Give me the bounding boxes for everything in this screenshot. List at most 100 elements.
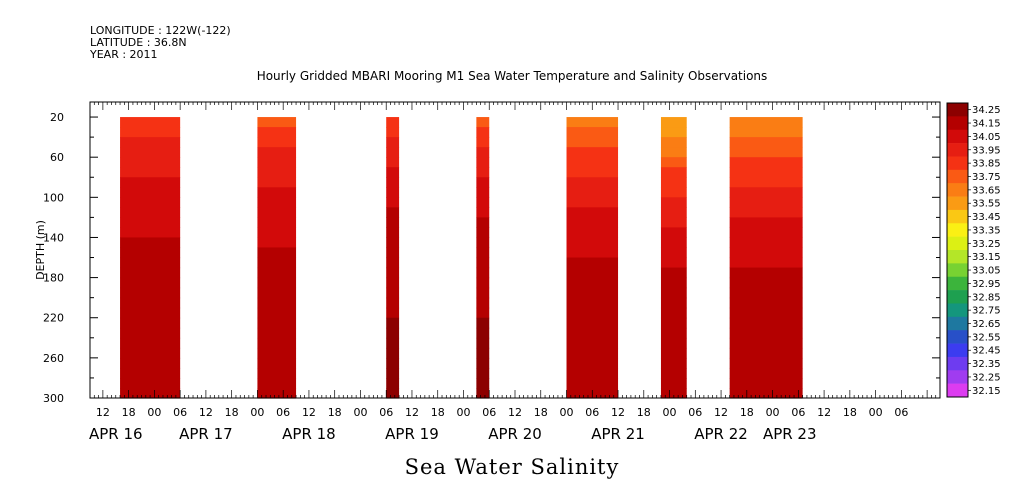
data-block (476, 117, 490, 399)
salinity-cell (566, 337, 619, 349)
salinity-cell (566, 367, 619, 379)
salinity-cell (476, 157, 490, 168)
salinity-cell (660, 207, 687, 218)
salinity-cell (566, 277, 619, 289)
salinity-cell (660, 377, 687, 389)
salinity-cell (660, 117, 687, 128)
salinity-cell (660, 287, 687, 299)
salinity-cell (660, 277, 687, 289)
salinity-cell (476, 237, 490, 249)
salinity-cell (729, 237, 803, 249)
salinity-cell (729, 377, 803, 389)
salinity-cell (729, 247, 803, 259)
salinity-cell (729, 157, 803, 168)
x-hour-tick-label: 18 (740, 406, 754, 419)
salinity-cell (386, 347, 400, 359)
salinity-cell (729, 337, 803, 349)
salinity-cell (257, 267, 297, 279)
salinity-cell (476, 377, 490, 389)
salinity-cell (476, 247, 490, 259)
year-label: YEAR : 2011 (89, 48, 158, 61)
salinity-cell (120, 237, 181, 249)
colorbar-label: 33.55 (972, 199, 1001, 210)
salinity-cell (257, 277, 297, 289)
colorbar: 34.25 34.15 34.05 33.95 33.85 33.75 33.65 33.55… (946, 102, 1001, 398)
salinity-cell (566, 287, 619, 299)
data-block (729, 117, 803, 399)
x-hour-tick-label: 12 (714, 406, 728, 419)
salinity-cell (566, 327, 619, 339)
x-hour-tick-label: 18 (431, 406, 445, 419)
colorbar-cell (947, 209, 968, 224)
y-tick-label: 220 (43, 312, 64, 325)
salinity-cell (660, 147, 687, 158)
salinity-cell (386, 227, 400, 239)
x-hour-tick-label: 06 (276, 406, 290, 419)
salinity-cell (386, 217, 400, 229)
salinity-cell (257, 337, 297, 349)
salinity-cell (660, 137, 687, 148)
colorbar-label: 33.65 (972, 185, 1001, 196)
colorbar-cell (947, 370, 968, 384)
salinity-cell (476, 187, 490, 198)
salinity-cell (120, 167, 181, 178)
colorbar-label: 33.75 (972, 172, 1001, 183)
x-hour-tick-label: 12 (508, 406, 522, 419)
colorbar-label: 32.65 (972, 319, 1001, 330)
salinity-cell (120, 347, 181, 359)
salinity-cell (476, 227, 490, 239)
y-tick-label: 100 (43, 191, 64, 204)
plot-frame (89, 101, 941, 399)
salinity-cell (729, 277, 803, 289)
data-block (566, 117, 619, 399)
salinity-cell (476, 337, 490, 349)
colorbar-cell (947, 196, 968, 211)
x-hour-tick-label: 06 (894, 406, 908, 419)
salinity-cell (257, 177, 297, 188)
salinity-cell (729, 177, 803, 188)
x-hour-tick-label: 18 (225, 406, 239, 419)
salinity-cell (120, 147, 181, 158)
x-date-label: APR 22 (694, 425, 748, 443)
salinity-cell (566, 267, 619, 279)
salinity-cell (729, 297, 803, 309)
colorbar-label: 34.15 (972, 119, 1001, 130)
colorbar-frame (946, 102, 969, 398)
y-tick-label: 260 (43, 352, 64, 365)
colorbar-label: 33.15 (972, 252, 1001, 263)
salinity-cell (476, 177, 490, 188)
salinity-cell (257, 147, 297, 158)
salinity-cell (660, 237, 687, 249)
y-tick-label: 300 (43, 392, 64, 405)
salinity-cell (257, 257, 297, 269)
salinity-cell (566, 247, 619, 259)
salinity-cell (566, 297, 619, 309)
colorbar-label: 33.45 (972, 212, 1001, 223)
salinity-cell (120, 257, 181, 269)
x-date-label: APR 21 (591, 425, 645, 443)
colorbar-cell (947, 250, 968, 264)
x-hour-tick-label: 12 (611, 406, 625, 419)
salinity-cell (120, 357, 181, 369)
salinity-cell (566, 117, 619, 128)
salinity-cell (566, 187, 619, 198)
salinity-cell (476, 287, 490, 299)
x-hour-tick-label: 00 (766, 406, 780, 419)
salinity-cell (660, 297, 687, 309)
salinity-cell (120, 327, 181, 339)
salinity-cell (120, 317, 181, 329)
salinity-cell (729, 307, 803, 319)
colorbar-cell (947, 303, 968, 318)
salinity-cell (257, 187, 297, 198)
salinity-cell (257, 307, 297, 319)
salinity-cell (476, 357, 490, 369)
salinity-cell (386, 137, 400, 148)
salinity-cell (257, 287, 297, 299)
salinity-cell (476, 127, 490, 138)
salinity-cell (257, 347, 297, 359)
x-hour-tick-label: 18 (122, 406, 136, 419)
x-hour-tick-label: 00 (250, 406, 264, 419)
salinity-cell (386, 317, 400, 329)
salinity-cell (729, 287, 803, 299)
x-date-label: APR 19 (385, 425, 439, 443)
